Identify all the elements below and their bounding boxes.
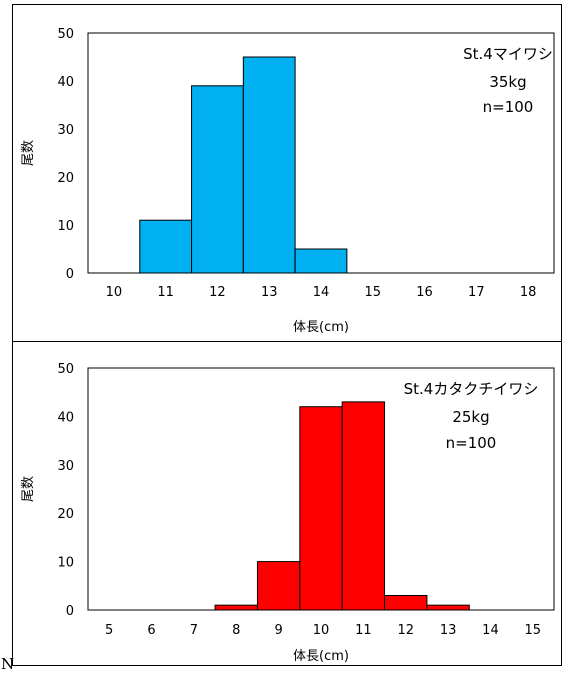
x-tick-label: 17 — [468, 285, 485, 300]
x-tick-label: 15 — [525, 623, 542, 638]
y-tick-label: 0 — [66, 267, 74, 282]
x-tick-label: 16 — [416, 285, 433, 300]
chart-annotation: 35kg — [489, 73, 526, 91]
chart-annotation: n=100 — [446, 434, 497, 452]
y-tick-label: 50 — [57, 27, 74, 42]
x-tick-label: 6 — [147, 623, 155, 638]
histogram-bar — [191, 85, 244, 274]
chart-annotation: 25kg — [452, 408, 489, 426]
histogram-bar — [341, 401, 386, 611]
chart-annotation: St.4カタクチイワシ — [404, 380, 539, 398]
y-tick-label: 50 — [57, 362, 74, 377]
x-tick-label: 9 — [274, 623, 282, 638]
y-tick-label: 10 — [57, 219, 74, 234]
histogram-chart-katakuchiiwashi: 0 10 20 30 40 50 5 6 7 8 9 10 11 12 13 14 15 体長(cm) 尾数 St.4… — [21, 362, 555, 664]
x-tick-label: 11 — [355, 623, 372, 638]
y-tick-label: 10 — [57, 556, 74, 571]
x-tick-label: 8 — [232, 623, 240, 638]
x-tick-label: 13 — [261, 285, 278, 300]
chart-annotation: St.4マイワシ — [463, 45, 553, 63]
histogram-panel-katakuchiiwashi: 0 10 20 30 40 50 5 6 7 8 9 10 11 12 13 14 15 体長(cm) 尾数 St.4… — [12, 341, 562, 666]
x-tick-label: 12 — [397, 623, 414, 638]
y-axis-label: 尾数 — [21, 476, 36, 502]
histogram-bar — [256, 561, 301, 611]
y-tick-label: 40 — [57, 75, 74, 90]
chart-annotation: n=100 — [483, 98, 534, 116]
histogram-bar — [426, 604, 470, 611]
histogram-bar — [384, 594, 428, 611]
x-tick-label: 12 — [209, 285, 226, 300]
histogram-bar — [299, 406, 343, 611]
histogram-chart-maiwashi: 0 10 20 30 40 50 10 11 12 13 14 15 16 17 18 体長(cm) 尾数 St.… — [21, 27, 555, 335]
x-tick-label: 11 — [157, 285, 174, 300]
x-tick-label: 5 — [105, 623, 113, 638]
y-tick-label: 20 — [57, 507, 74, 522]
histogram-bar — [214, 604, 258, 611]
y-axis-label: 尾数 — [21, 140, 36, 166]
x-axis-label: 体長(cm) — [293, 649, 349, 664]
y-tick-label: 30 — [57, 123, 74, 138]
x-tick-label: 10 — [313, 623, 330, 638]
x-axis-label: 体長(cm) — [293, 320, 349, 335]
histogram-bar — [294, 248, 348, 274]
x-tick-label: 10 — [106, 285, 123, 300]
corner-glyph: N — [1, 655, 15, 673]
x-tick-label: 7 — [190, 623, 198, 638]
x-tick-label: 14 — [482, 623, 499, 638]
y-tick-label: 30 — [57, 459, 74, 474]
y-tick-label: 0 — [66, 604, 74, 619]
x-tick-label: 13 — [440, 623, 457, 638]
x-tick-label: 15 — [365, 285, 382, 300]
x-tick-label: 18 — [520, 285, 537, 300]
y-tick-label: 40 — [57, 410, 74, 425]
x-tick-label: 14 — [313, 285, 330, 300]
y-tick-label: 20 — [57, 171, 74, 186]
histogram-panel-maiwashi: 0 10 20 30 40 50 10 11 12 13 14 15 16 17 18 体長(cm) 尾数 St.… — [12, 4, 562, 342]
histogram-bar — [242, 56, 296, 274]
histogram-bar — [139, 219, 193, 274]
